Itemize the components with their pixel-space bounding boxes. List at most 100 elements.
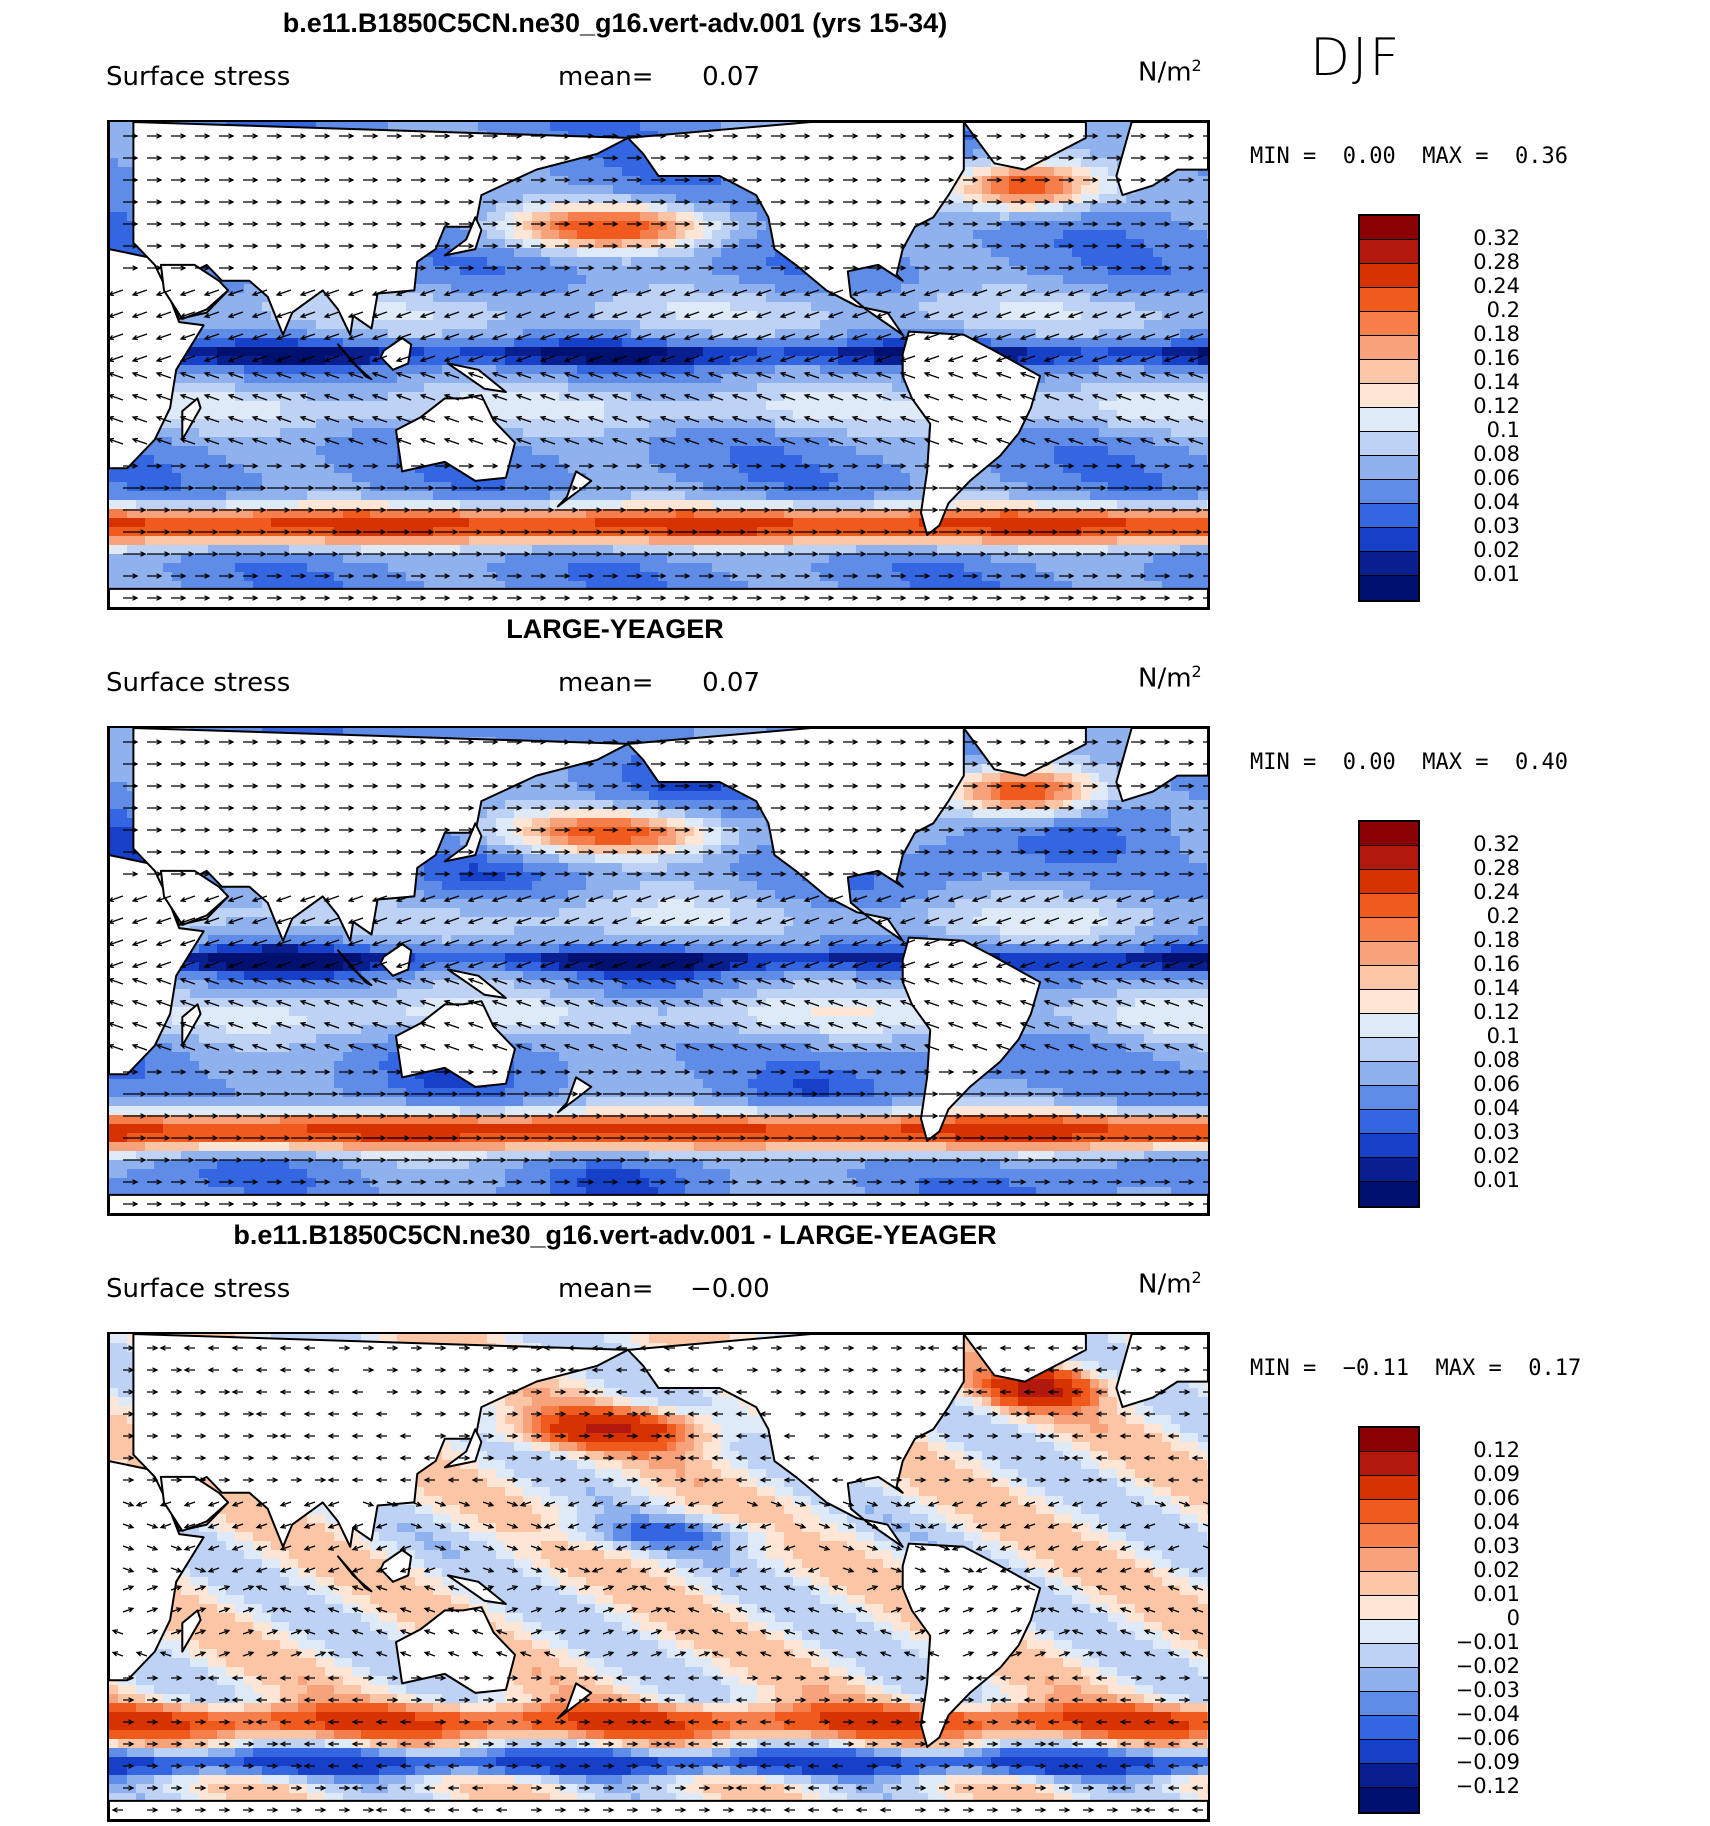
field-cell	[721, 212, 731, 222]
field-cell	[640, 446, 650, 456]
field-cell	[550, 482, 560, 492]
field-cell	[379, 302, 389, 312]
field-cell	[1198, 167, 1208, 177]
field-cell	[730, 266, 740, 276]
field-cell	[784, 311, 794, 321]
field-cell	[649, 347, 659, 357]
field-cell	[352, 401, 362, 411]
field-cell	[208, 365, 218, 375]
field-cell	[451, 356, 461, 366]
field-cell	[217, 302, 227, 312]
field-cell	[1090, 302, 1100, 312]
field-cell	[1198, 392, 1208, 402]
field-cell	[613, 257, 623, 267]
field-cell	[955, 275, 965, 285]
field-cell	[1099, 365, 1109, 375]
field-cell	[775, 356, 785, 366]
field-cell	[631, 221, 641, 231]
field-cell	[181, 473, 191, 483]
field-cell	[613, 365, 623, 375]
field-cell	[676, 320, 686, 330]
field-cell	[1108, 203, 1118, 213]
field-cell	[541, 482, 551, 492]
field-cell	[1036, 383, 1046, 393]
field-cell	[847, 401, 857, 411]
field-cell	[523, 392, 533, 402]
field-cell	[208, 464, 218, 474]
field-cell	[694, 248, 704, 258]
field-cell	[118, 482, 128, 492]
field-cell	[1054, 293, 1064, 303]
field-cell	[505, 320, 515, 330]
field-cell	[496, 347, 506, 357]
field-cell	[442, 338, 452, 348]
field-cell	[253, 329, 263, 339]
field-cell	[298, 446, 308, 456]
field-cell	[334, 455, 344, 465]
field-cell	[1027, 428, 1037, 438]
field-cell	[514, 446, 524, 456]
field-cell	[649, 302, 659, 312]
field-cell	[685, 338, 695, 348]
field-cell	[1018, 347, 1028, 357]
field-cell	[766, 383, 776, 393]
field-cell	[730, 203, 740, 213]
field-cell	[1099, 239, 1109, 249]
field-cell	[1207, 401, 1208, 411]
field-cell	[757, 275, 767, 285]
field-cell	[982, 167, 992, 177]
field-cell	[397, 482, 407, 492]
field-cell	[226, 365, 236, 375]
field-cell	[181, 401, 191, 411]
field-cell	[721, 185, 731, 195]
field-cell	[244, 320, 254, 330]
field-cell	[865, 455, 875, 465]
field-cell	[541, 374, 551, 384]
field-cell	[172, 383, 182, 393]
field-cell	[1027, 302, 1037, 312]
field-cell	[766, 284, 776, 294]
field-cell	[955, 311, 965, 321]
field-cell	[505, 122, 515, 132]
field-cell	[640, 455, 650, 465]
field-cell	[424, 275, 434, 285]
field-cell	[1117, 401, 1127, 411]
field-cell	[685, 275, 695, 285]
field-cell	[496, 248, 506, 258]
field-cell	[199, 482, 209, 492]
field-cell	[631, 212, 641, 222]
field-cell	[1063, 329, 1073, 339]
field-cell	[667, 329, 677, 339]
field-cell	[829, 419, 839, 429]
field-cell	[523, 365, 533, 375]
field-cell	[154, 464, 164, 474]
field-cell	[757, 464, 767, 474]
field-cell	[415, 284, 425, 294]
field-cell	[811, 428, 821, 438]
field-cell	[604, 392, 614, 402]
field-cell	[937, 248, 947, 258]
field-cell	[568, 428, 578, 438]
field-cell	[271, 374, 281, 384]
field-cell	[811, 293, 821, 303]
field-cell	[1072, 194, 1082, 204]
field-cell	[703, 293, 713, 303]
field-cell	[973, 275, 983, 285]
field-cell	[379, 473, 389, 483]
field-cell	[586, 401, 596, 411]
field-cell	[982, 212, 992, 222]
field-cell	[667, 239, 677, 249]
field-cell	[883, 428, 893, 438]
field-cell	[334, 338, 344, 348]
field-cell	[1117, 275, 1127, 285]
field-cell	[361, 329, 371, 339]
field-cell	[262, 365, 272, 375]
field-cell	[442, 257, 452, 267]
field-cell	[982, 338, 992, 348]
field-cell	[433, 257, 443, 267]
field-cell	[235, 347, 245, 357]
field-cell	[1162, 230, 1172, 240]
field-cell	[703, 185, 713, 195]
field-cell	[739, 302, 749, 312]
field-cell	[1189, 365, 1199, 375]
